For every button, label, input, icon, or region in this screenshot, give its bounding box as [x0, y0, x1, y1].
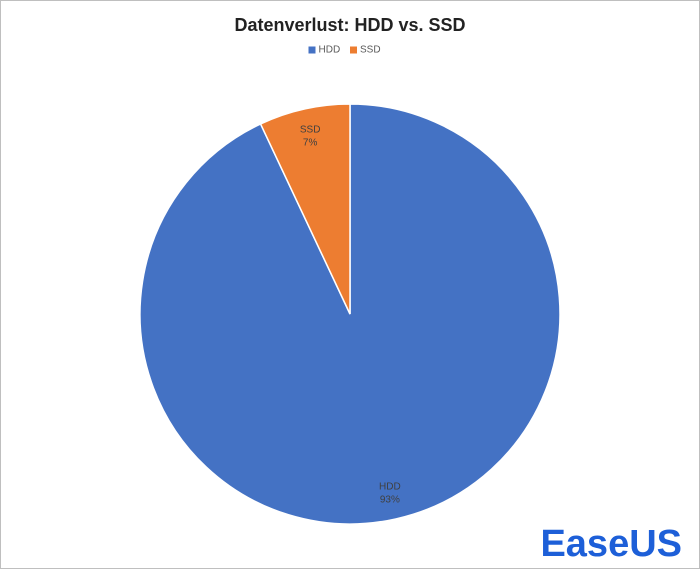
- data-label-category: SSD: [300, 124, 321, 135]
- data-label: SSD 7%: [300, 124, 321, 148]
- legend-swatch: [350, 46, 357, 54]
- data-label-category: HDD: [379, 481, 401, 492]
- legend-label: SSD: [360, 45, 381, 56]
- chart-title: Datenverlust: HDD vs. SSD: [234, 15, 465, 35]
- data-label: HDD 93%: [379, 481, 401, 505]
- pie-slice: [259, 103, 351, 315]
- data-label-value: 7%: [303, 137, 318, 148]
- legend-label: HDD: [319, 45, 341, 56]
- data-label-value: 93%: [380, 494, 400, 505]
- logo: EaseUS: [540, 523, 682, 565]
- legend-swatch: [308, 46, 316, 54]
